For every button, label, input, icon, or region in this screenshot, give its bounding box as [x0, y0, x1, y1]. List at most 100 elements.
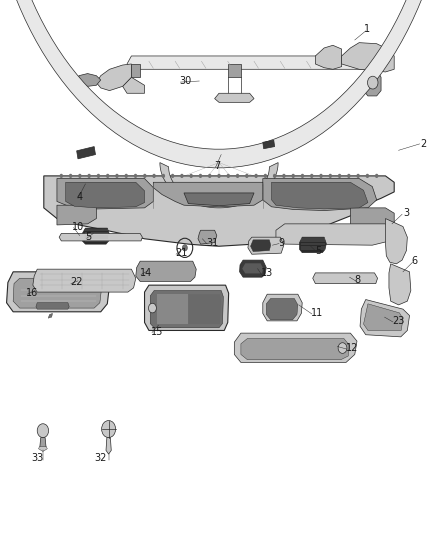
- Polygon shape: [228, 64, 241, 77]
- Polygon shape: [7, 272, 109, 312]
- Polygon shape: [57, 179, 153, 209]
- Circle shape: [78, 174, 81, 178]
- Text: 14: 14: [140, 269, 152, 278]
- Polygon shape: [248, 237, 284, 254]
- Polygon shape: [39, 447, 47, 451]
- Circle shape: [208, 174, 212, 178]
- Circle shape: [189, 174, 193, 178]
- Polygon shape: [188, 294, 221, 324]
- Polygon shape: [263, 140, 275, 149]
- Polygon shape: [66, 182, 145, 208]
- Circle shape: [245, 174, 249, 178]
- Polygon shape: [313, 273, 378, 284]
- Circle shape: [319, 174, 323, 178]
- Text: 10: 10: [72, 222, 85, 231]
- Circle shape: [134, 174, 137, 178]
- Circle shape: [282, 174, 286, 178]
- Polygon shape: [240, 260, 266, 277]
- Polygon shape: [300, 237, 326, 253]
- Polygon shape: [198, 230, 217, 244]
- Polygon shape: [263, 179, 377, 211]
- Circle shape: [357, 174, 360, 178]
- Polygon shape: [266, 298, 298, 320]
- Circle shape: [182, 245, 187, 251]
- Polygon shape: [57, 205, 96, 225]
- Circle shape: [328, 174, 332, 178]
- Circle shape: [338, 343, 347, 353]
- Polygon shape: [389, 264, 411, 305]
- Polygon shape: [215, 93, 254, 102]
- Polygon shape: [350, 208, 394, 230]
- Text: 2: 2: [420, 139, 427, 149]
- Circle shape: [143, 174, 147, 178]
- Polygon shape: [184, 193, 254, 206]
- Text: 15: 15: [151, 327, 163, 336]
- Circle shape: [347, 174, 350, 178]
- Polygon shape: [36, 303, 69, 309]
- Circle shape: [367, 76, 378, 89]
- Text: 11: 11: [311, 308, 323, 318]
- Polygon shape: [364, 69, 381, 96]
- Text: 9: 9: [278, 238, 284, 247]
- Circle shape: [375, 174, 378, 178]
- Polygon shape: [342, 43, 394, 72]
- Circle shape: [301, 174, 304, 178]
- Polygon shape: [360, 300, 410, 337]
- Circle shape: [264, 174, 267, 178]
- Circle shape: [97, 174, 100, 178]
- Text: 30: 30: [180, 76, 192, 86]
- Polygon shape: [145, 285, 229, 330]
- Circle shape: [236, 174, 239, 178]
- Polygon shape: [96, 64, 131, 91]
- Circle shape: [152, 174, 156, 178]
- Text: 5: 5: [315, 246, 321, 255]
- Circle shape: [171, 174, 174, 178]
- Polygon shape: [131, 64, 140, 77]
- Polygon shape: [160, 163, 278, 208]
- Polygon shape: [251, 240, 271, 252]
- Circle shape: [124, 174, 128, 178]
- Polygon shape: [59, 233, 142, 241]
- Text: 5: 5: [85, 232, 92, 242]
- Polygon shape: [150, 290, 223, 328]
- Text: 4: 4: [77, 192, 83, 202]
- Text: 31: 31: [206, 238, 218, 247]
- Circle shape: [37, 424, 49, 438]
- Circle shape: [254, 174, 258, 178]
- Circle shape: [226, 174, 230, 178]
- Circle shape: [60, 174, 63, 178]
- Circle shape: [102, 421, 116, 438]
- Polygon shape: [123, 77, 145, 93]
- Text: 33: 33: [31, 454, 43, 463]
- Circle shape: [291, 174, 295, 178]
- Polygon shape: [0, 0, 438, 168]
- Text: 23: 23: [392, 316, 404, 326]
- Polygon shape: [234, 333, 357, 362]
- Polygon shape: [136, 261, 196, 281]
- Circle shape: [115, 174, 119, 178]
- Polygon shape: [79, 74, 101, 86]
- Polygon shape: [272, 182, 368, 209]
- Text: 1: 1: [364, 25, 370, 34]
- Text: 21: 21: [175, 248, 187, 258]
- Polygon shape: [315, 45, 342, 69]
- Circle shape: [148, 303, 156, 313]
- Text: 8: 8: [355, 275, 361, 285]
- Circle shape: [106, 174, 110, 178]
- Polygon shape: [242, 263, 263, 273]
- Text: 13: 13: [261, 269, 273, 278]
- Polygon shape: [364, 304, 403, 330]
- Polygon shape: [48, 313, 53, 318]
- Polygon shape: [40, 438, 46, 450]
- Circle shape: [199, 174, 202, 178]
- Text: 32: 32: [95, 454, 107, 463]
- Circle shape: [273, 174, 276, 178]
- Polygon shape: [13, 278, 102, 308]
- Text: 12: 12: [346, 343, 358, 353]
- Circle shape: [88, 174, 91, 178]
- Polygon shape: [77, 147, 95, 159]
- Text: 7: 7: [215, 161, 221, 171]
- Text: 22: 22: [70, 278, 83, 287]
- Text: 16: 16: [26, 288, 39, 298]
- Polygon shape: [127, 56, 372, 69]
